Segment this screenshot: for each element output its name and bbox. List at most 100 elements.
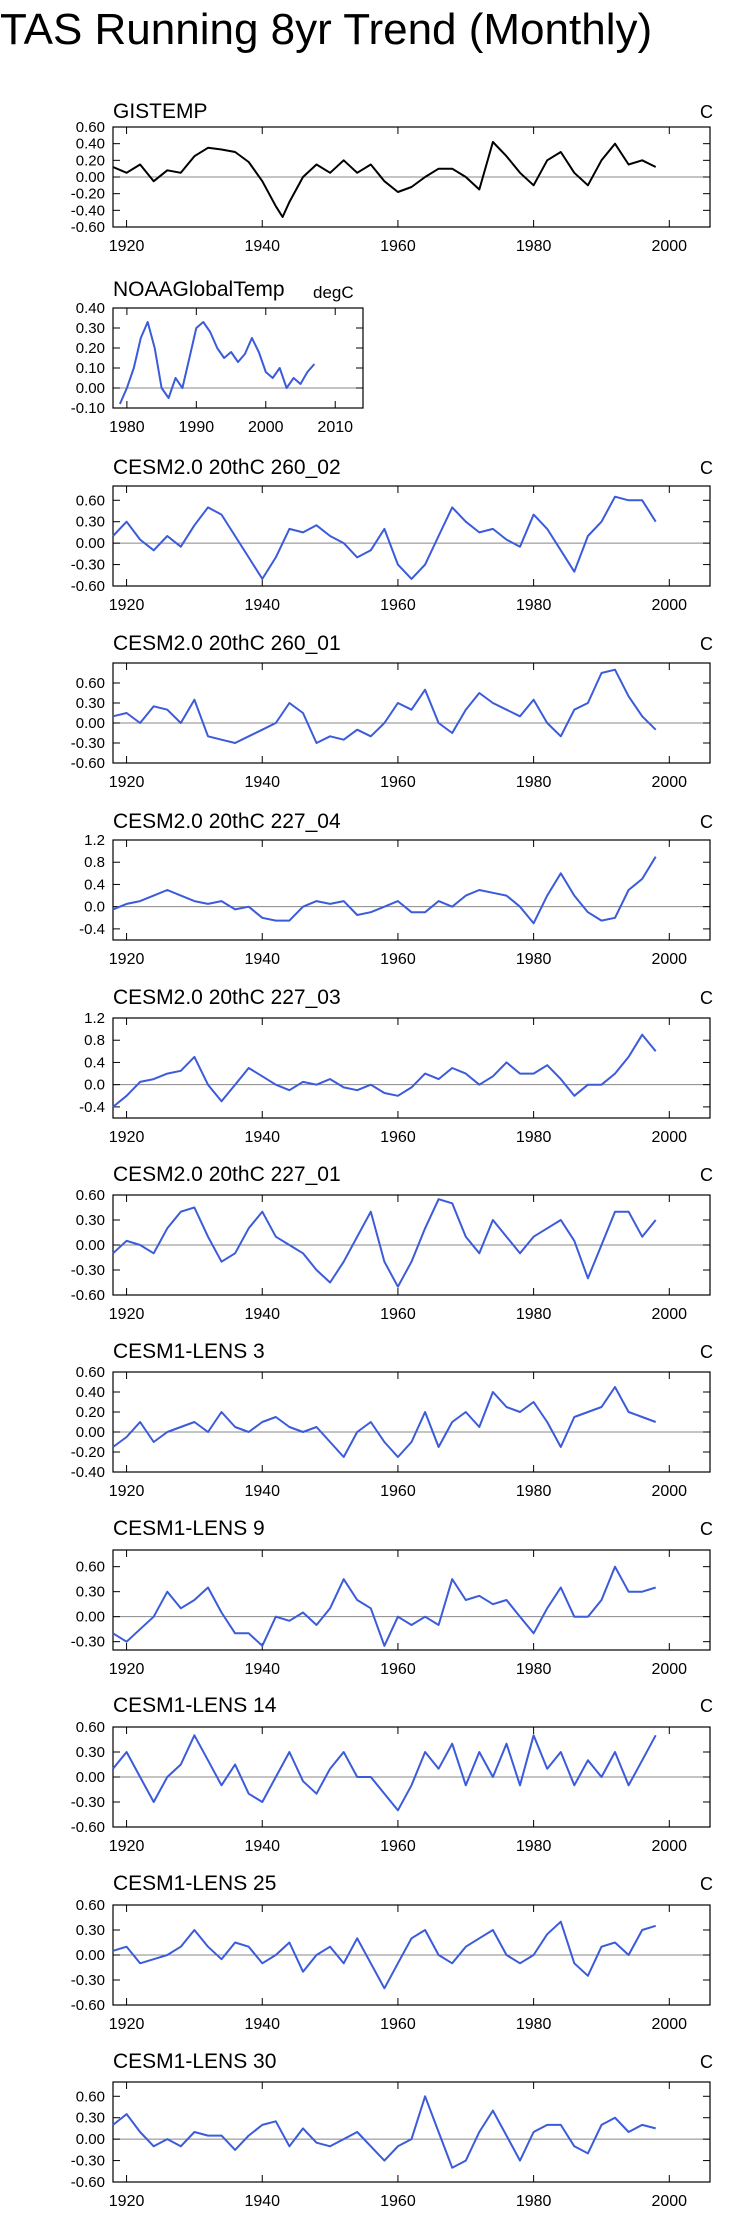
y-tick-label: 0.20 [76,152,105,169]
x-tick-label: 1960 [380,1129,416,1146]
chart-title: CESM1-LENS 30 [113,2050,276,2073]
x-tick-label: 1940 [244,597,280,614]
y-tick-label: -0.60 [71,755,105,772]
y-tick-label: 0.00 [76,1609,105,1626]
y-tick-label: -0.4 [79,1099,105,1116]
chart-panel-7: CESM2.0 20thC 227_01 C -0.60 -0.30 0.00 0.30 0… [71,1163,713,1323]
x-tick-label: 2000 [651,2193,687,2210]
x-tick-label: 1940 [244,2016,280,2033]
y-tick-label: 0.4 [84,876,105,893]
x-tick-label: 1980 [516,238,552,255]
x-tick-label: 1990 [179,419,215,436]
chart-title: NOAAGlobalTemp [113,278,285,301]
chart-panel-3: CESM2.0 20thC 260_02 C -0.60 -0.30 0.00 0.30 0… [71,456,713,614]
series-line [112,856,657,925]
chart-panel-11: CESM1-LENS 25 C -0.60 -0.30 0.00 0.30 0.60 1920… [71,1872,713,2033]
y-tick-label: 0.60 [76,119,105,136]
y-tick-label: 0.00 [76,380,105,397]
series-line [112,668,657,744]
units-label: C [700,1874,713,1894]
y-tick-label: 0.60 [76,492,105,509]
plot-frame [112,1549,711,1651]
y-tick-label: 0.8 [84,854,105,871]
series-line [112,1920,656,1990]
y-tick-label: 0.8 [84,1032,105,1049]
y-tick-label: 0.00 [76,535,105,552]
y-tick-label: 1.2 [84,832,105,849]
x-tick-label: 1980 [516,2193,552,2210]
y-tick-label: -0.60 [71,1997,105,2014]
plot-frame [112,2081,711,2183]
chart-title: GISTEMP [113,100,208,123]
y-tick-label: 0.00 [76,169,105,186]
y-tick-label: -0.30 [71,735,105,752]
units-label: degC [313,283,354,302]
y-tick-label: 0.30 [76,695,105,712]
chart-title: CESM2.0 20thC 227_03 [113,986,341,1009]
chart-title: CESM2.0 20thC 260_01 [113,632,341,655]
x-tick-label: 1940 [244,1483,280,1500]
y-tick-label: 0.40 [76,136,105,153]
y-tick-label: -0.10 [71,400,105,417]
y-tick-label: 0.60 [76,1364,105,1381]
x-tick-label: 1980 [516,774,552,791]
x-tick-label: 2000 [651,1306,687,1323]
plot-frame [112,662,711,764]
y-tick-label: 0.60 [76,1719,105,1736]
y-tick-label: -0.30 [71,557,105,574]
chart-title: CESM2.0 20thC 260_02 [113,456,341,479]
y-tick-label: 0.00 [76,1947,105,1964]
x-tick-label: 1940 [244,774,280,791]
y-tick-label: 0.40 [76,300,105,317]
units-label: C [700,988,713,1008]
chart-panel-4: CESM2.0 20thC 260_01 C -0.60 -0.30 0.00 0.30 0… [71,632,713,791]
series-line [112,1386,657,1458]
y-tick-label: -0.4 [79,921,105,938]
chart-panel-12: CESM1-LENS 30 C -0.60 -0.30 0.00 0.30 0.60 1920… [71,2050,713,2210]
units-label: C [700,458,713,478]
x-tick-label: 1960 [380,951,416,968]
x-tick-label: 1980 [516,951,552,968]
y-tick-label: -0.60 [71,1287,105,1304]
chart-title: CESM2.0 20thC 227_04 [113,810,341,833]
chart-title: CESM1-LENS 3 [113,1340,265,1363]
y-tick-label: 0.40 [76,1384,105,1401]
y-tick-label: 0.20 [76,1404,105,1421]
x-tick-label: 1920 [109,2193,145,2210]
x-tick-label: 1920 [109,2016,145,2033]
y-tick-label: 1.2 [84,1010,105,1027]
x-tick-label: 1920 [109,1838,145,1855]
x-tick-label: 2000 [248,419,284,436]
x-tick-label: 1980 [516,2016,552,2033]
y-tick-label: 0.0 [84,1077,105,1094]
x-tick-label: 1940 [244,1838,280,1855]
y-tick-label: 0.60 [76,675,105,692]
y-tick-label: 0.30 [76,514,105,531]
x-tick-label: 2000 [651,1129,687,1146]
x-tick-label: 1980 [516,1838,552,1855]
x-tick-label: 1940 [244,238,280,255]
x-tick-label: 1980 [516,597,552,614]
series-line [118,321,316,405]
units-label: C [700,812,713,832]
x-tick-label: 1980 [109,419,145,436]
y-tick-label: -0.30 [71,1794,105,1811]
y-tick-label: 0.60 [76,1187,105,1204]
y-tick-label: 0.30 [76,1212,105,1229]
units-label: C [700,2052,713,2072]
x-tick-label: 2000 [651,1838,687,1855]
x-tick-label: 2000 [651,951,687,968]
x-tick-label: 1960 [380,238,416,255]
y-tick-label: 0.60 [76,2088,105,2105]
x-tick-label: 1920 [109,951,145,968]
series-line [112,141,657,218]
units-label: C [700,1519,713,1539]
series-line [112,2095,656,2169]
chart-title: CESM1-LENS 25 [113,1872,276,1895]
y-tick-label: 0.00 [76,1769,105,1786]
units-label: C [700,1696,713,1716]
y-tick-label: -0.60 [71,1819,105,1836]
chart-panel-1: GISTEMP C -0.60-0.40-0.200.000.200.400.60 1… [71,100,713,255]
x-tick-label: 1920 [109,1483,145,1500]
chart-panel-2: NOAAGlobalTemp degC -0.10 0.00 0.10 0.20 0.30 0… [71,278,364,436]
